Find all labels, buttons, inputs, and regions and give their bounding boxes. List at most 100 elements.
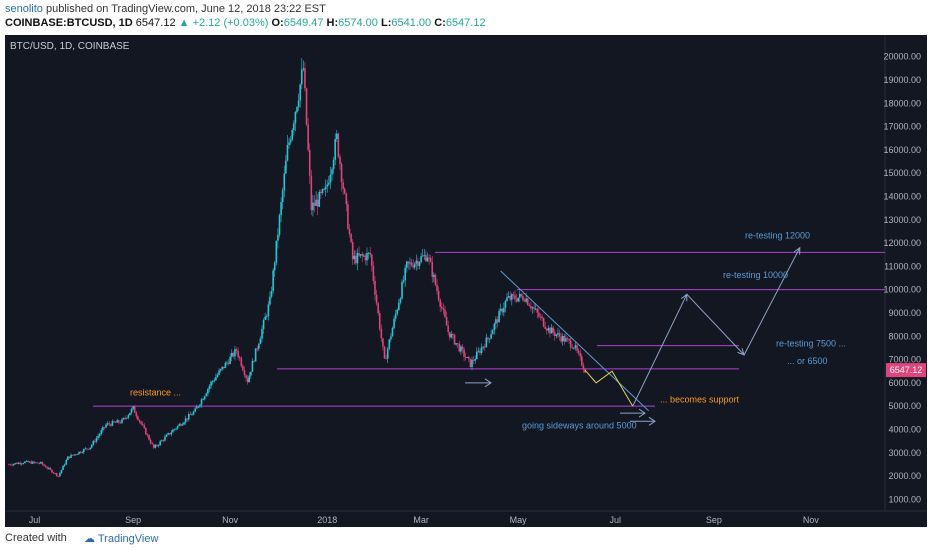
candle-body [172, 429, 174, 433]
candle-body [501, 308, 504, 313]
candle-body [191, 414, 193, 416]
candle-body [476, 351, 478, 359]
candle-body [482, 346, 484, 348]
candle-body [515, 299, 518, 302]
candle-body [433, 274, 435, 277]
candle-body [121, 419, 123, 423]
candle-body [294, 112, 297, 124]
candle-body [450, 333, 453, 338]
candle-body [100, 430, 103, 434]
candle-body [444, 309, 446, 317]
candle-body [273, 262, 276, 271]
candle-body [277, 234, 279, 241]
candle-body [437, 290, 440, 300]
published-text: published on TradingView.com, June 12, 2… [45, 3, 326, 15]
symbol-label: COINBASE:BTCUSD, 1D [5, 17, 133, 29]
candle-body [367, 252, 370, 254]
candle-body [221, 366, 224, 370]
candle-body [490, 334, 492, 339]
candle-body [94, 441, 96, 442]
last-price: 6547.12 [135, 17, 176, 29]
candle-body [20, 463, 23, 465]
candle-body [164, 436, 166, 441]
candle-body [369, 252, 371, 255]
candle-body [30, 461, 33, 464]
candle-body [393, 318, 395, 328]
y-tick-label: 18000.00 [883, 98, 921, 108]
candle-body [307, 124, 309, 150]
x-tick-label: Nov [222, 515, 239, 525]
candle-body [405, 261, 408, 268]
candle-body [124, 417, 126, 419]
candle-body [399, 298, 402, 303]
candle-body [283, 173, 286, 191]
candle-body [157, 444, 160, 446]
candle-body [211, 381, 214, 382]
candle-body [229, 356, 231, 364]
candle-body [183, 422, 185, 425]
candle-body [127, 415, 130, 418]
candle-body [11, 464, 13, 466]
candle-body [116, 420, 118, 423]
candle-body [480, 347, 483, 353]
candle-body [40, 462, 42, 464]
author-link[interactable]: senolito [5, 3, 43, 15]
candle-body [539, 316, 542, 318]
candle-body [334, 139, 336, 160]
candle-body [181, 424, 184, 426]
candle-body [358, 252, 360, 256]
candle-body [316, 199, 319, 207]
candle-body [264, 316, 266, 320]
y-tick-label: 19000.00 [883, 75, 921, 85]
candle-body [323, 189, 325, 190]
price-chart[interactable]: BTC/USD, 1D, COINBASE resistance ... ... … [5, 35, 927, 527]
candle-body [534, 308, 537, 310]
candle-body [160, 440, 163, 442]
candle-body [272, 270, 274, 291]
candle-body [135, 412, 138, 417]
candle-body [531, 307, 534, 309]
candle-body [463, 349, 465, 357]
candle-body [370, 254, 373, 266]
chart-panel[interactable]: BTC/USD, 1D, COINBASE resistance ... ... … [5, 35, 927, 527]
candle-body [227, 362, 230, 364]
candle-body [129, 412, 131, 416]
candle-body [581, 356, 583, 366]
candle-body [299, 84, 301, 101]
y-tick-label: 20000.00 [883, 52, 921, 62]
candle-body [565, 338, 567, 342]
candle-body [421, 255, 424, 257]
candle-body [51, 469, 53, 473]
candle-body [339, 156, 341, 165]
candle-body [224, 362, 227, 369]
candle-body [553, 332, 556, 336]
tradingview-logo[interactable]: ☁ TradingView [84, 533, 159, 545]
y-tick-label: 3000.00 [888, 448, 921, 458]
candle-body [401, 281, 403, 299]
candle-body [442, 308, 445, 310]
candle-body [59, 473, 61, 477]
candle-body [335, 133, 338, 140]
x-tick-label: Sep [125, 515, 141, 525]
candle-body [281, 190, 284, 203]
candle-body [318, 191, 321, 207]
candle-body [483, 346, 486, 348]
candle-body [237, 350, 239, 358]
candle-body [506, 297, 508, 301]
candle-body [192, 411, 195, 415]
candle-body [46, 467, 48, 469]
candle-body [300, 69, 303, 85]
candle-body [375, 294, 378, 304]
candle-body [348, 228, 351, 235]
candle-body [496, 319, 499, 323]
candle-body [332, 159, 335, 170]
candle-body [288, 142, 290, 146]
sideways-label: going sideways around 5000 [522, 420, 637, 430]
candle-body [412, 265, 414, 268]
candle-body [25, 460, 28, 462]
candle-body [286, 145, 289, 161]
candle-body [95, 438, 98, 442]
candle-body [329, 174, 332, 183]
candle-body [81, 452, 83, 454]
candle-body [114, 422, 117, 424]
